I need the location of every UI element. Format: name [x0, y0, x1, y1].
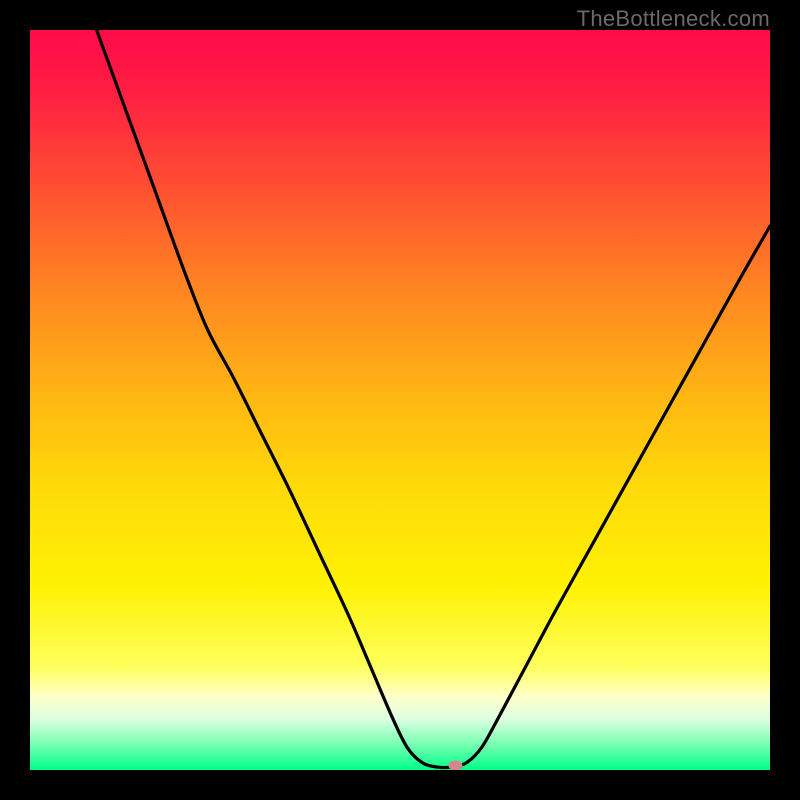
bottleneck-curve-chart [30, 30, 770, 770]
watermark-text: TheBottleneck.com [577, 6, 770, 32]
plot-area [30, 30, 770, 770]
gradient-background [30, 30, 770, 770]
chart-container: TheBottleneck.com [0, 0, 800, 800]
